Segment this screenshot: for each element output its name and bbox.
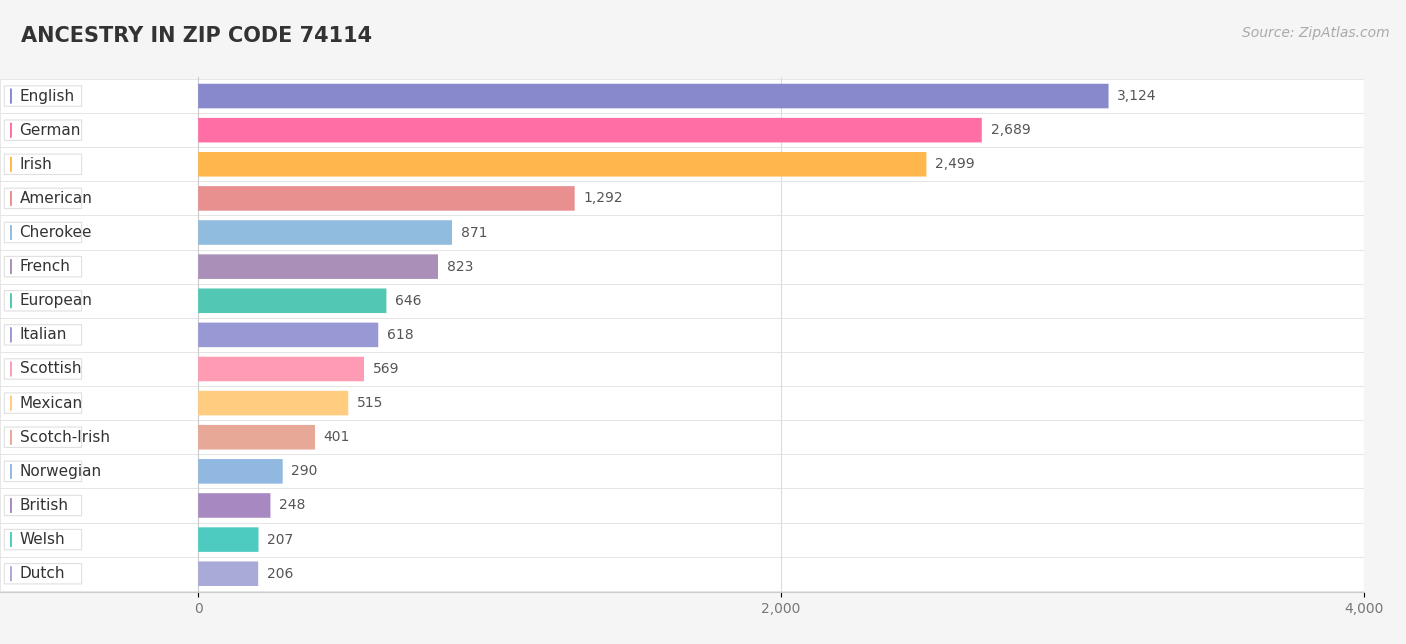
Text: 207: 207 [267, 533, 294, 547]
Text: 3,124: 3,124 [1118, 89, 1157, 103]
Text: Dutch: Dutch [20, 566, 65, 582]
FancyBboxPatch shape [198, 562, 259, 586]
Text: 290: 290 [291, 464, 318, 478]
Text: 823: 823 [447, 260, 472, 274]
Text: European: European [20, 293, 93, 308]
FancyBboxPatch shape [4, 120, 82, 140]
Text: American: American [20, 191, 93, 206]
Bar [0, 250, 1364, 284]
FancyBboxPatch shape [4, 154, 82, 175]
Text: 1,292: 1,292 [583, 191, 623, 205]
Text: Cherokee: Cherokee [20, 225, 91, 240]
Text: ANCESTRY IN ZIP CODE 74114: ANCESTRY IN ZIP CODE 74114 [21, 26, 373, 46]
Text: Welsh: Welsh [20, 532, 65, 547]
FancyBboxPatch shape [198, 254, 439, 279]
Text: 248: 248 [280, 498, 305, 513]
Bar [0, 284, 1364, 318]
Text: Italian: Italian [20, 327, 67, 343]
Bar [0, 556, 1364, 591]
FancyBboxPatch shape [198, 527, 259, 552]
Bar [0, 113, 1364, 147]
FancyBboxPatch shape [198, 459, 283, 484]
Text: 2,499: 2,499 [935, 157, 974, 171]
FancyBboxPatch shape [198, 118, 981, 142]
FancyBboxPatch shape [198, 289, 387, 313]
Text: 206: 206 [267, 567, 294, 581]
Bar [0, 182, 1364, 216]
FancyBboxPatch shape [198, 84, 1108, 108]
Text: 2,689: 2,689 [990, 123, 1031, 137]
Bar [0, 488, 1364, 522]
Bar [0, 420, 1364, 454]
FancyBboxPatch shape [4, 188, 82, 209]
FancyBboxPatch shape [4, 359, 82, 379]
FancyBboxPatch shape [198, 186, 575, 211]
Text: French: French [20, 259, 70, 274]
FancyBboxPatch shape [4, 529, 82, 550]
Text: Source: ZipAtlas.com: Source: ZipAtlas.com [1241, 26, 1389, 40]
Text: Scotch-Irish: Scotch-Irish [20, 430, 110, 445]
Bar [0, 522, 1364, 556]
FancyBboxPatch shape [4, 290, 82, 311]
Bar [0, 454, 1364, 488]
FancyBboxPatch shape [198, 391, 349, 415]
Bar [0, 386, 1364, 420]
Text: 515: 515 [357, 396, 384, 410]
Text: 618: 618 [387, 328, 413, 342]
Text: 646: 646 [395, 294, 422, 308]
FancyBboxPatch shape [4, 222, 82, 243]
FancyBboxPatch shape [4, 461, 82, 482]
Bar [0, 352, 1364, 386]
Text: English: English [20, 88, 75, 104]
FancyBboxPatch shape [4, 495, 82, 516]
Text: Irish: Irish [20, 156, 52, 172]
Text: 569: 569 [373, 362, 399, 376]
Text: British: British [20, 498, 69, 513]
Bar [0, 216, 1364, 250]
Text: Scottish: Scottish [20, 361, 82, 377]
Bar [0, 318, 1364, 352]
FancyBboxPatch shape [198, 493, 270, 518]
Text: German: German [20, 122, 82, 138]
FancyBboxPatch shape [4, 86, 82, 106]
FancyBboxPatch shape [198, 357, 364, 381]
FancyBboxPatch shape [4, 427, 82, 448]
FancyBboxPatch shape [198, 323, 378, 347]
Text: Norwegian: Norwegian [20, 464, 101, 479]
FancyBboxPatch shape [4, 325, 82, 345]
FancyBboxPatch shape [198, 425, 315, 450]
Text: Mexican: Mexican [20, 395, 83, 411]
FancyBboxPatch shape [4, 564, 82, 584]
Text: 871: 871 [461, 225, 488, 240]
Bar [0, 79, 1364, 113]
FancyBboxPatch shape [198, 220, 451, 245]
Text: 401: 401 [323, 430, 350, 444]
Bar [0, 147, 1364, 182]
FancyBboxPatch shape [4, 393, 82, 413]
FancyBboxPatch shape [4, 256, 82, 277]
FancyBboxPatch shape [198, 152, 927, 176]
